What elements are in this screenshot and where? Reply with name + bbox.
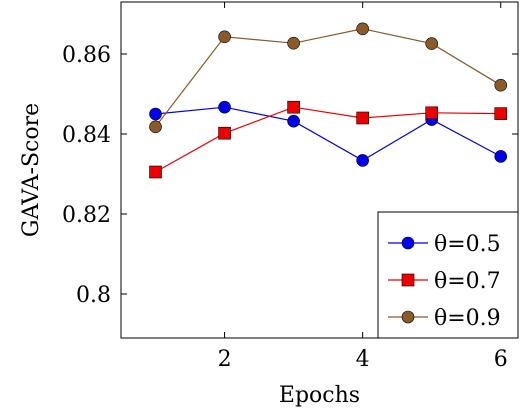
legend-label: θ=0.9 xyxy=(434,306,501,331)
y-tick-label: 0.84 xyxy=(62,123,111,148)
y-axis-ticks: 0.8 0.82 0.84 0.86 xyxy=(62,43,518,308)
y-tick-label: 0.86 xyxy=(62,43,111,68)
legend-entry: θ=0.5 xyxy=(388,232,501,257)
legend-label: θ=0.7 xyxy=(434,269,501,294)
x-axis-ticks: 2 4 6 xyxy=(218,2,508,372)
data-point xyxy=(287,114,300,128)
series-2 xyxy=(149,100,508,179)
data-point xyxy=(149,120,162,134)
data-point xyxy=(425,106,438,120)
data-point xyxy=(494,150,508,163)
data-point xyxy=(287,36,300,50)
data-point xyxy=(218,126,231,140)
series-line xyxy=(155,28,502,128)
plot-frame xyxy=(120,1,519,339)
plot-border xyxy=(120,1,519,339)
legend-marker xyxy=(401,310,415,324)
data-point xyxy=(149,107,162,121)
x-tick-label: 6 xyxy=(494,347,508,372)
legend-entry: θ=0.9 xyxy=(388,306,501,331)
legend-marker xyxy=(401,273,415,287)
data-point xyxy=(494,78,508,92)
y-axis-label: GAVA-Score xyxy=(19,103,44,237)
legend: θ=0.5 θ=0.7 θ=0.9 xyxy=(377,211,519,339)
x-tick-label: 2 xyxy=(218,347,232,372)
data-point xyxy=(494,107,508,120)
y-tick-label: 0.82 xyxy=(62,203,111,228)
legend-marker xyxy=(401,236,415,250)
data-point xyxy=(425,37,438,50)
series-layer xyxy=(149,22,508,179)
x-tick-label: 4 xyxy=(356,347,370,372)
series-line xyxy=(155,106,502,162)
series-1 xyxy=(149,100,508,167)
data-point xyxy=(287,100,300,114)
series-3 xyxy=(149,22,508,134)
legend-label: θ=0.5 xyxy=(434,232,501,257)
y-tick-label: 0.8 xyxy=(76,283,111,308)
data-point xyxy=(149,165,162,179)
data-point xyxy=(218,30,231,44)
data-point xyxy=(218,100,231,114)
series-line xyxy=(155,106,501,173)
x-axis-label: Epochs xyxy=(279,383,360,408)
data-point xyxy=(356,154,369,167)
data-point xyxy=(356,111,369,125)
data-point xyxy=(356,22,369,36)
legend-entry: θ=0.7 xyxy=(388,269,501,294)
